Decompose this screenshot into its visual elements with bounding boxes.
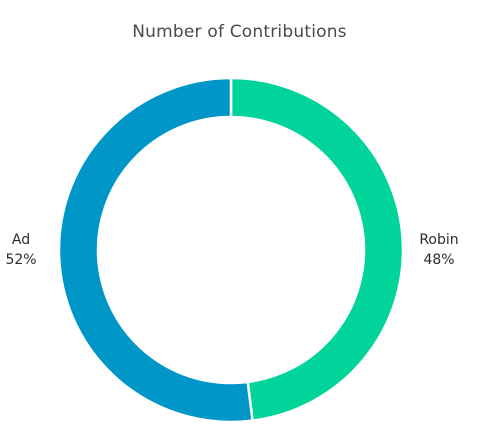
slice-label-ad: Ad bbox=[12, 232, 30, 248]
slice-percent-robin: 48% bbox=[423, 252, 454, 268]
chart-title: Number of Contributions bbox=[132, 22, 347, 42]
slice-percent-ad: 52% bbox=[5, 252, 36, 268]
donut-slice-ad bbox=[57, 76, 254, 424]
slice-label-robin: Robin bbox=[419, 232, 458, 248]
donut-slice-robin bbox=[229, 76, 405, 423]
